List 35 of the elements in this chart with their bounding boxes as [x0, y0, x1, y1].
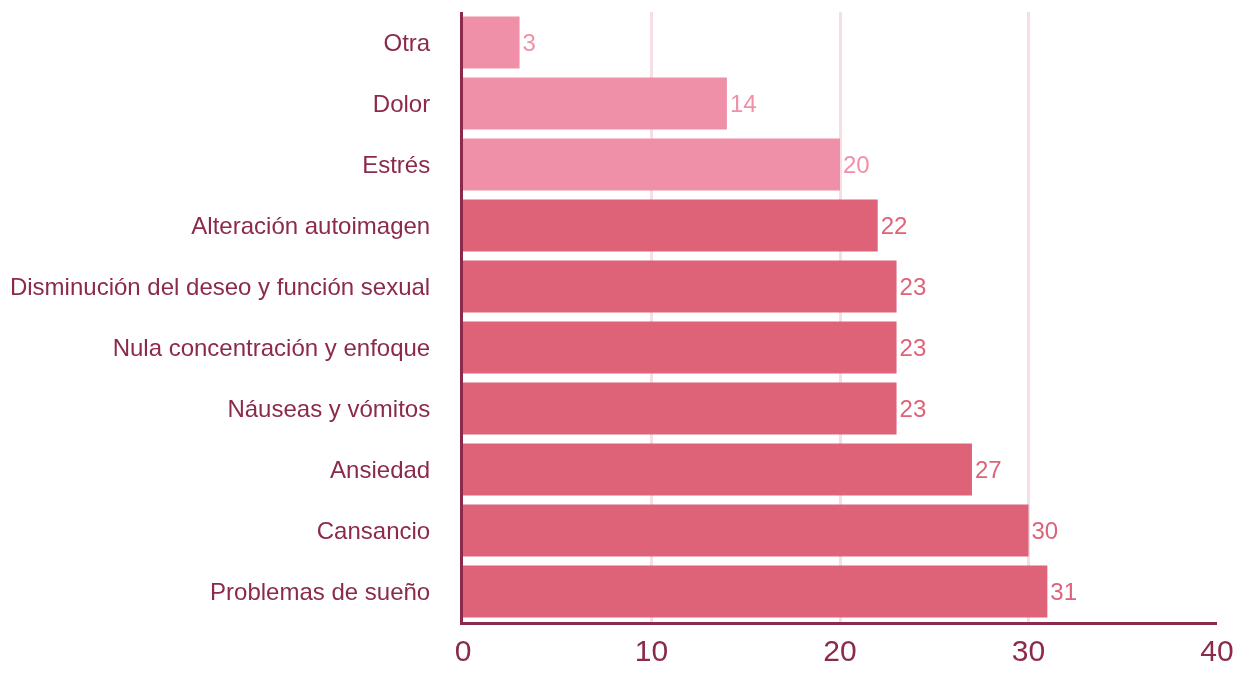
y-tick-label: Disminución del deseo y función sexual — [9, 272, 431, 300]
y-tick-label: Estrés — [362, 150, 431, 178]
data-label: 27 — [974, 456, 1002, 484]
bar — [463, 504, 1029, 557]
bar — [463, 443, 972, 496]
y-tick-label: Nula concentración y enfoque — [112, 333, 431, 361]
bar — [463, 321, 897, 374]
y-tick-label: Ansiedad — [330, 455, 431, 483]
x-tick-label: 0 — [454, 634, 472, 667]
x-tick-label: 10 — [634, 634, 669, 667]
data-label: 23 — [899, 395, 927, 423]
data-label: 31 — [1050, 577, 1078, 605]
data-label: 22 — [880, 212, 908, 240]
x-tick-label: 20 — [823, 634, 857, 667]
data-label: 23 — [899, 273, 927, 301]
bar — [463, 138, 840, 191]
data-label: 30 — [1031, 517, 1059, 545]
data-label: 23 — [899, 334, 927, 362]
y-tick-label: Problemas de sueño — [210, 577, 431, 605]
y-tick-label: Alteración autoimagen — [191, 211, 431, 239]
bar — [463, 199, 878, 252]
x-tick-label: 40 — [1200, 634, 1234, 667]
bar — [463, 260, 897, 313]
x-tick-label: 30 — [1011, 634, 1046, 667]
y-tick-label: Dolor — [372, 89, 431, 117]
data-label: 3 — [522, 29, 536, 56]
bar — [463, 77, 727, 130]
y-tick-label: Otra — [383, 28, 431, 56]
y-tick-label: Náuseas y vómitos — [227, 394, 431, 422]
data-label: 20 — [843, 151, 870, 179]
bar — [463, 16, 520, 69]
y-tick-label: Cansancio — [316, 516, 431, 544]
bar — [463, 382, 897, 435]
bar — [463, 565, 1048, 618]
data-label: 14 — [729, 90, 757, 117]
